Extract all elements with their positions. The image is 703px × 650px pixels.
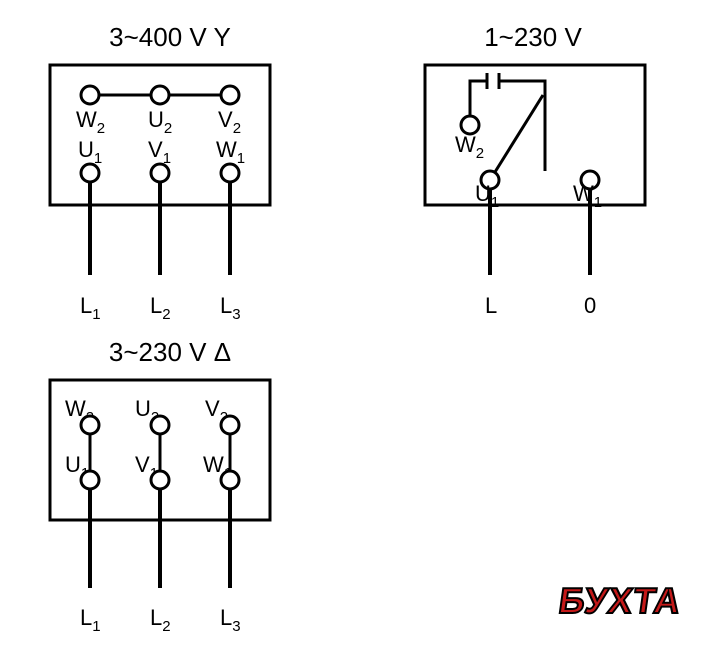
label-l1: L1: [80, 605, 101, 635]
diagram-title-delta: 3~230 V Δ: [55, 337, 285, 368]
label-w2: W2: [455, 132, 484, 162]
diagram-single: W2 U1 W1 L 0: [415, 55, 675, 335]
terminal-u2: [151, 86, 169, 104]
label-l1: L1: [80, 293, 101, 323]
terminal-w1: [221, 471, 239, 489]
terminal-v1: [151, 164, 169, 182]
label-w1: W1: [216, 137, 245, 167]
terminal-u1: [81, 164, 99, 182]
label-u1: U1: [78, 137, 102, 167]
terminal-v2: [221, 86, 239, 104]
label-w2: W2: [76, 107, 105, 137]
terminal-v2: [221, 416, 239, 434]
label-l: L: [485, 293, 497, 318]
diagram-star: W2 U2 V2 U1 V1 W1 L1 L2 L3: [40, 55, 300, 335]
label-u2: U2: [148, 107, 172, 137]
label-l2: L2: [150, 605, 171, 635]
label-v2: V2: [218, 107, 241, 137]
diagram-title-star: 3~400 V Y: [55, 22, 285, 53]
terminal-w1: [221, 164, 239, 182]
label-l3: L3: [220, 605, 241, 635]
terminal-w2: [81, 416, 99, 434]
switch-arm: [490, 95, 543, 180]
diagram-title-single: 1~230 V: [418, 22, 648, 53]
diagram-delta: W2 U2 V2 U1 V1 W1 L1 L2 L3: [40, 370, 300, 650]
terminal-v1: [151, 471, 169, 489]
label-l3: L3: [220, 293, 241, 323]
terminal-u1: [81, 471, 99, 489]
terminal-w2: [81, 86, 99, 104]
label-v1: V1: [148, 137, 171, 167]
watermark-logo: БУХТА: [556, 580, 684, 622]
label-0: 0: [584, 293, 596, 318]
label-l2: L2: [150, 293, 171, 323]
terminal-u2: [151, 416, 169, 434]
